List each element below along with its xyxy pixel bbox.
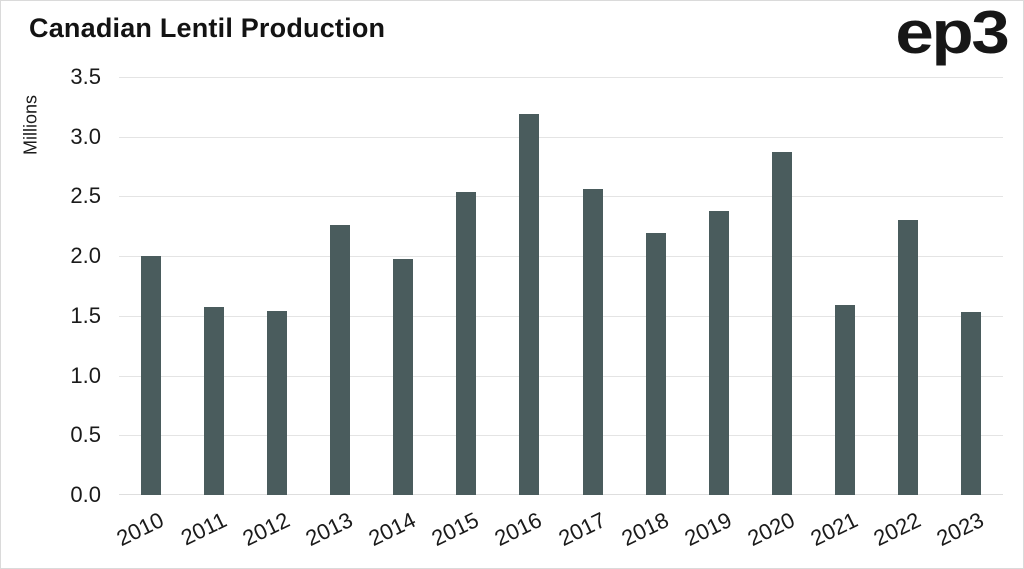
gridline-2.0 — [119, 256, 1003, 257]
y-tick-label-0.0: 0.0 — [70, 482, 101, 507]
bar-2023 — [961, 312, 981, 495]
bar-2017 — [583, 189, 603, 495]
gridline-1.0 — [119, 376, 1003, 377]
bar-2021 — [835, 305, 855, 495]
y-tick-label-2.0: 2.0 — [70, 243, 101, 268]
bar-2020 — [772, 152, 792, 495]
y-tick-label-3.0: 3.0 — [70, 124, 101, 149]
bar-2010 — [141, 256, 161, 495]
gridline-0.5 — [119, 435, 1003, 436]
bar-2014 — [393, 259, 413, 495]
x-axis-tick-labels: 2010 2011 2012 2013 2014 2015 2016 2017 2018 2019… — [113, 495, 1003, 568]
gridline-3.5 — [119, 77, 1003, 78]
bar-2022 — [898, 220, 918, 495]
y-tick-label-1.5: 1.5 — [70, 303, 101, 328]
y-tick-label-0.5: 0.5 — [70, 422, 101, 447]
y-axis-tick-labels: 0.0 0.5 1.0 1.5 2.0 2.5 3.0 3.5 — [1, 65, 101, 507]
plot-area — [119, 77, 1003, 495]
bar-2018 — [646, 233, 666, 495]
y-tick-label-3.5: 3.5 — [70, 64, 101, 89]
bar-2012 — [267, 311, 287, 495]
gridline-0.0 — [119, 494, 1003, 495]
bar-2015 — [456, 192, 476, 495]
ep3-logo: ep3 — [895, 0, 1009, 66]
gridline-3.0 — [119, 137, 1003, 138]
y-tick-label-2.5: 2.5 — [70, 183, 101, 208]
y-tick-label-1.0: 1.0 — [70, 363, 101, 388]
gridline-2.5 — [119, 196, 1003, 197]
bar-2011 — [204, 307, 224, 495]
bar-2013 — [330, 225, 350, 495]
bar-2019 — [709, 211, 729, 495]
gridline-1.5 — [119, 316, 1003, 317]
chart-title: Canadian Lentil Production — [29, 13, 386, 43]
bar-2016 — [519, 114, 539, 495]
